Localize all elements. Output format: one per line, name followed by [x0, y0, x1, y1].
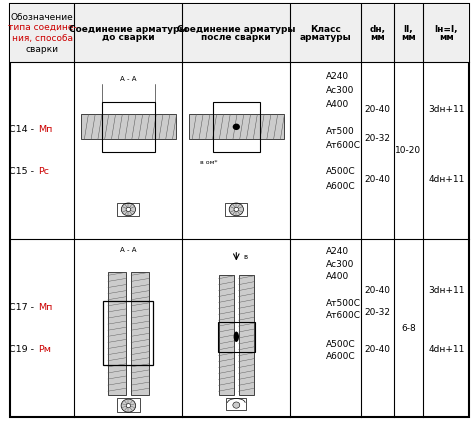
Text: Ат600С: Ат600С: [326, 141, 361, 150]
Bar: [81, 115, 176, 139]
Text: 6-8: 6-8: [401, 324, 416, 333]
Text: А500С: А500С: [326, 340, 356, 349]
Text: 20-40: 20-40: [365, 105, 391, 115]
Text: 20-32: 20-32: [365, 134, 391, 143]
Text: Мп: Мп: [37, 303, 52, 312]
Text: Класс: Класс: [310, 24, 341, 34]
Text: 3dн+11: 3dн+11: [428, 286, 465, 295]
Text: типа соедине-: типа соедине-: [8, 23, 77, 32]
Text: 20-40: 20-40: [365, 175, 391, 184]
Bar: [131, 272, 149, 394]
Circle shape: [234, 207, 238, 211]
Text: мм: мм: [439, 32, 454, 42]
Text: ll,: ll,: [404, 24, 413, 34]
Text: 20-32: 20-32: [365, 308, 391, 317]
Text: до сварки: до сварки: [102, 32, 155, 42]
Text: арматуры: арматуры: [300, 32, 352, 42]
Text: 10-20: 10-20: [395, 146, 421, 155]
Text: мм: мм: [401, 32, 416, 42]
Text: С19 -: С19 -: [9, 345, 36, 354]
Bar: [212, 102, 260, 152]
Text: ния, способа: ния, способа: [12, 34, 73, 43]
Text: А400: А400: [326, 100, 349, 109]
Text: Мп: Мп: [37, 125, 52, 134]
Text: Соединение арматуры: Соединение арматуры: [69, 24, 188, 34]
Text: Ас300: Ас300: [326, 260, 354, 269]
Bar: [219, 275, 234, 394]
Text: сварки: сварки: [26, 45, 59, 53]
Text: 20-40: 20-40: [365, 345, 391, 354]
Text: Ат600С: Ат600С: [326, 311, 361, 320]
Ellipse shape: [234, 332, 239, 342]
Text: 4dн+11: 4dн+11: [428, 175, 465, 184]
Text: А240: А240: [326, 72, 349, 81]
Text: А600С: А600С: [326, 352, 356, 361]
Text: Ас300: Ас300: [326, 86, 354, 95]
Text: Соединение арматуры: Соединение арматуры: [177, 24, 296, 34]
Text: мм: мм: [370, 32, 385, 42]
Circle shape: [233, 123, 240, 130]
Bar: [189, 115, 284, 139]
Text: A - A: A - A: [120, 76, 137, 82]
Bar: [117, 398, 140, 412]
Text: А600С: А600С: [326, 181, 356, 191]
Bar: [108, 272, 126, 394]
Text: после сварки: после сварки: [201, 32, 271, 42]
Text: С15 -: С15 -: [9, 167, 36, 176]
Bar: [118, 203, 139, 216]
Bar: [10, 4, 469, 62]
Text: С14 -: С14 -: [9, 125, 36, 134]
Text: в: в: [243, 253, 247, 260]
Bar: [238, 275, 254, 394]
Text: Рм: Рм: [37, 345, 51, 354]
Text: А400: А400: [326, 272, 349, 281]
Bar: [226, 398, 246, 410]
Circle shape: [233, 402, 240, 408]
Text: А500С: А500С: [326, 168, 356, 176]
Text: A - A: A - A: [120, 247, 137, 253]
Bar: [103, 301, 153, 365]
Text: в ом*: в ом*: [200, 160, 218, 165]
Bar: [102, 102, 155, 152]
Bar: [225, 203, 247, 216]
Bar: [218, 322, 255, 352]
Text: С17 -: С17 -: [9, 303, 36, 312]
Circle shape: [121, 399, 136, 412]
Text: 3dн+11: 3dн+11: [428, 105, 465, 115]
Text: lн=l,: lн=l,: [435, 24, 458, 34]
Circle shape: [126, 404, 131, 408]
Text: А240: А240: [326, 247, 349, 256]
Circle shape: [121, 203, 136, 216]
Circle shape: [126, 207, 131, 211]
Text: 4dн+11: 4dн+11: [428, 345, 465, 354]
Text: Ат500С: Ат500С: [326, 299, 361, 308]
Text: 20-40: 20-40: [365, 286, 391, 295]
Circle shape: [229, 203, 244, 216]
Text: Обозначение: Обозначение: [11, 13, 73, 21]
Text: Рс: Рс: [37, 167, 49, 176]
Text: Ат500: Ат500: [326, 127, 355, 136]
Text: в: в: [234, 402, 238, 408]
Text: dн,: dн,: [370, 24, 385, 34]
